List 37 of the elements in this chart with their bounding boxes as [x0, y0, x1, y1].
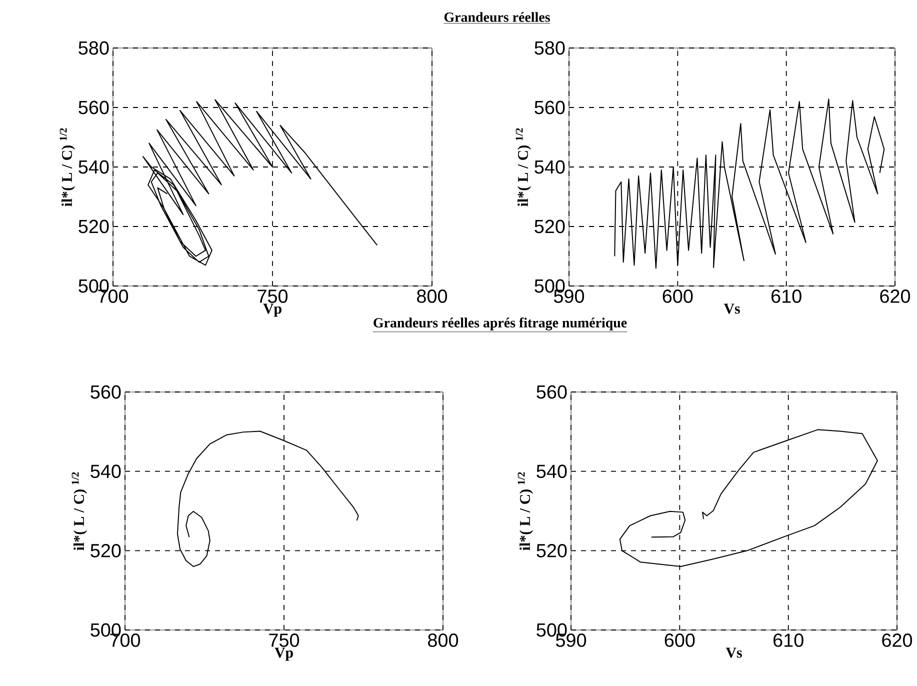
y-axis-title: il*( L / C) $^{1/2}$ [518, 472, 534, 550]
y-tick-label: 540 [534, 160, 565, 174]
x-tick-label: 600 [664, 634, 695, 647]
y-tick-label: 560 [90, 385, 121, 399]
y-tick-label: 540 [78, 160, 109, 174]
y-axis-title: il*( L / C) $^{1/2}$ [72, 472, 88, 550]
x-tick-label: 620 [880, 290, 910, 303]
y-tick-label: 540 [90, 464, 121, 478]
y-tick-label: 540 [536, 464, 567, 478]
x-tick-label: 610 [774, 634, 804, 647]
x-axis-title: Vp [274, 648, 293, 661]
y-tick-label: 520 [78, 220, 109, 234]
x-tick-label: 800 [417, 290, 448, 303]
y-tick-label: 520 [90, 544, 121, 558]
x-axis-title: Vs [724, 304, 740, 314]
x-axis-title: Vp [263, 304, 282, 317]
x-tick-label: 610 [772, 290, 802, 303]
y-tick-label: 520 [534, 220, 565, 234]
text: Grandeurs réelles [444, 12, 550, 22]
y-tick-label: 560 [78, 100, 109, 114]
y-tick-label: 560 [534, 100, 565, 114]
text: Grandeurs réelles aprés fitrage numérique [374, 318, 627, 330]
y-axis-title: il*( L / C) $^{1/2}$ [516, 128, 532, 206]
line-series [614, 98, 885, 269]
x-tick-label: 800 [428, 634, 458, 647]
y-tick-label: 560 [536, 385, 567, 399]
x-tick-label: 750 [269, 634, 300, 647]
x-tick-label: 600 [662, 290, 693, 303]
y-tick-label: 580 [534, 41, 565, 55]
y-tick-label: 520 [536, 544, 567, 558]
x-tick-label: 620 [882, 634, 912, 647]
line-series [619, 429, 878, 568]
line-series [176, 430, 359, 568]
x-axis-title: Vs [726, 648, 742, 658]
x-tick-label: 750 [258, 290, 288, 303]
y-axis-title: il*( L / C) $^{1/2}$ [60, 128, 76, 206]
y-tick-label: 580 [78, 41, 109, 55]
